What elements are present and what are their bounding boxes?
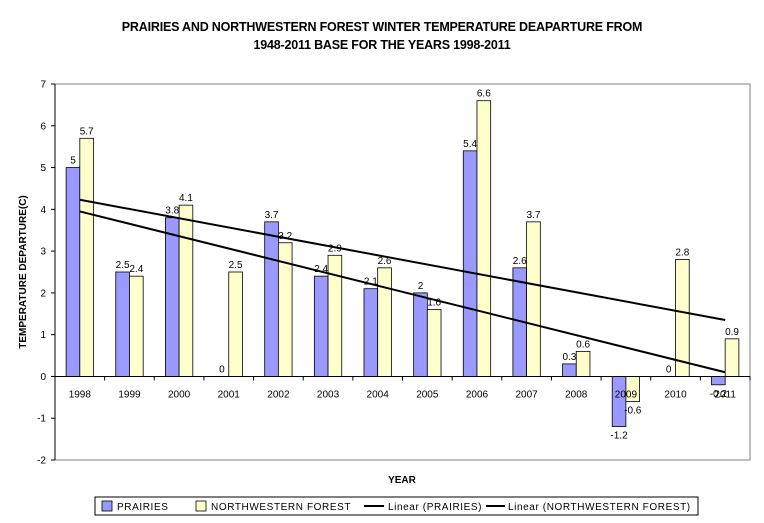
x-tick-label: 2009 xyxy=(615,389,638,400)
data-label-prairies: 0.3 xyxy=(562,352,576,363)
data-label-northwestern-forest: 6.6 xyxy=(477,89,491,100)
data-label-northwestern-forest: 3.7 xyxy=(527,210,541,221)
data-label-prairies: 0 xyxy=(219,364,225,375)
x-axis-title: YEAR xyxy=(388,475,417,486)
bar-prairies xyxy=(562,363,577,377)
bar-prairies xyxy=(611,376,627,427)
legend-label-prairies: PRAIRIES xyxy=(117,502,168,513)
data-label-prairies: 3.8 xyxy=(165,206,179,217)
trendline-northwestern-forest xyxy=(79,198,726,322)
data-label-northwestern-forest: 2.6 xyxy=(378,256,392,267)
data-label-northwestern-forest: -0.6 xyxy=(624,406,642,417)
bar-northwestern-forest xyxy=(79,137,94,377)
data-label-northwestern-forest: 2.8 xyxy=(675,247,689,258)
y-tick-label: 6 xyxy=(40,121,46,132)
bar-prairies xyxy=(711,376,726,386)
data-label-prairies: -0.2 xyxy=(710,389,728,400)
data-labels-layer: 5 2.5 3.8 0 3.7 2.4 2.1 2 5.4 2.6 0.3 -1.2 0 -0.2 5.7 2… xyxy=(70,89,739,442)
x-tick-label: 2001 xyxy=(218,389,241,400)
bar-prairies xyxy=(264,221,279,377)
legend-swatch-prairies xyxy=(101,500,113,512)
chart-title: PRAIRIES AND NORTHWESTERN FOREST WINTER … xyxy=(0,18,764,54)
x-tick-label: 2011 xyxy=(714,389,736,400)
data-label-prairies: 2.1 xyxy=(364,277,378,288)
y-axis-title: TEMPERATURE DEPARTURE(C) xyxy=(18,195,29,349)
chart-title-line-1: PRAIRIES AND NORTHWESTERN FOREST WINTER … xyxy=(121,20,643,34)
bar-northwestern-forest xyxy=(228,271,243,377)
x-tick-label: 2008 xyxy=(565,389,588,400)
data-label-northwestern-forest: 0.6 xyxy=(576,339,590,350)
legend: PRAIRIES NORTHWESTERN FOREST Linear (PRAIR… xyxy=(94,496,699,516)
data-label-prairies: 5.4 xyxy=(463,139,477,150)
data-label-northwestern-forest: 2.9 xyxy=(328,243,342,254)
legend-label-linear-prairies: Linear (PRAIRIES) xyxy=(388,502,482,513)
data-label-prairies: 2.6 xyxy=(513,256,527,267)
trendlines-layer xyxy=(79,198,726,374)
data-label-northwestern-forest: 5.7 xyxy=(80,126,94,137)
legend-label-northwestern-forest: NORTHWESTERN FOREST xyxy=(211,502,351,513)
plot-area xyxy=(54,83,751,461)
data-label-prairies: 2 xyxy=(418,281,424,292)
bar-northwestern-forest xyxy=(526,221,541,377)
data-label-northwestern-forest: 2.4 xyxy=(129,264,143,275)
bar-prairies xyxy=(313,275,329,377)
data-label-northwestern-forest: 1.6 xyxy=(427,298,441,309)
y-tick-label: 2 xyxy=(40,288,46,299)
bar-prairies xyxy=(363,288,379,377)
x-tick-label: 2006 xyxy=(466,389,489,400)
bar-prairies xyxy=(462,150,478,377)
data-label-prairies: 0 xyxy=(666,364,672,375)
data-label-prairies: 2.5 xyxy=(116,260,130,271)
chart-title-line-2: 1948-2011 BASE FOR THE YEARS 1998-2011 xyxy=(253,38,511,52)
x-tick-label: 2005 xyxy=(416,389,439,400)
x-tick-label: 2002 xyxy=(267,389,290,400)
y-tick-label: -2 xyxy=(37,456,46,467)
y-tick-label: 1 xyxy=(40,330,46,341)
legend-box xyxy=(94,496,699,516)
y-tick-label: 0 xyxy=(40,372,46,383)
data-label-northwestern-forest: 2.5 xyxy=(229,260,243,271)
y-tick-label: 7 xyxy=(40,80,46,91)
legend-label-linear-northwestern-forest: Linear (NORTHWESTERN FOREST) xyxy=(508,502,691,513)
data-label-prairies: 3.7 xyxy=(265,210,279,221)
bar-northwestern-forest xyxy=(575,350,591,377)
y-tick-label: 3 xyxy=(40,247,46,258)
x-tick-label: 2003 xyxy=(317,389,340,400)
x-tick-label: 2007 xyxy=(515,389,538,400)
legend-swatch-northwestern-forest xyxy=(195,500,207,512)
data-label-northwestern-forest: 4.1 xyxy=(179,193,193,204)
x-tick-label: 2010 xyxy=(664,389,687,400)
x-tick-label: 1998 xyxy=(69,389,92,400)
data-label-northwestern-forest: 0.9 xyxy=(725,327,739,338)
x-tick-label: 2004 xyxy=(367,389,390,400)
y-tick-label: 4 xyxy=(40,205,46,216)
data-label-prairies: -1.2 xyxy=(610,431,628,442)
trendline-prairies xyxy=(79,210,726,374)
bar-northwestern-forest xyxy=(377,267,392,377)
bar-prairies xyxy=(165,217,180,377)
data-label-northwestern-forest: 3.2 xyxy=(278,231,292,242)
bar-northwestern-forest xyxy=(724,338,740,377)
bar-northwestern-forest xyxy=(675,259,690,377)
bar-northwestern-forest xyxy=(476,100,492,377)
y-tick-label: -1 xyxy=(37,414,46,425)
bar-prairies xyxy=(115,271,130,377)
x-tick-label: 2000 xyxy=(168,389,191,400)
bars-layer xyxy=(65,100,740,427)
bar-northwestern-forest xyxy=(129,275,144,377)
bar-prairies xyxy=(413,292,428,377)
bar-northwestern-forest xyxy=(426,309,442,377)
data-label-prairies: 2.4 xyxy=(314,264,328,275)
bar-northwestern-forest xyxy=(178,204,194,377)
data-label-prairies: 5 xyxy=(70,156,76,167)
y-tick-label: 5 xyxy=(40,163,46,174)
bar-prairies xyxy=(65,167,81,377)
x-tick-label: 1999 xyxy=(118,389,141,400)
